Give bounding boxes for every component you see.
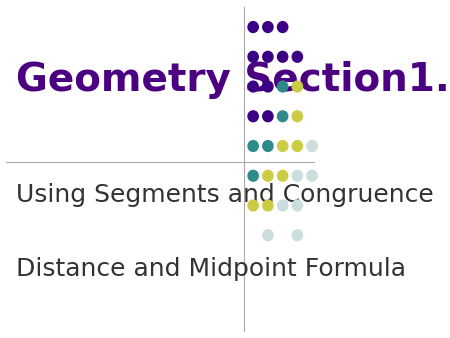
Circle shape	[248, 111, 258, 122]
Circle shape	[278, 22, 288, 32]
Circle shape	[292, 111, 302, 122]
Circle shape	[292, 81, 302, 92]
Circle shape	[263, 81, 273, 92]
Circle shape	[263, 111, 273, 122]
Circle shape	[278, 111, 288, 122]
Circle shape	[263, 200, 273, 211]
Circle shape	[248, 200, 258, 211]
Circle shape	[263, 230, 273, 241]
Text: Using Segments and Congruence: Using Segments and Congruence	[16, 183, 434, 207]
Circle shape	[292, 141, 302, 151]
Text: Distance and Midpoint Formula: Distance and Midpoint Formula	[16, 257, 406, 281]
Circle shape	[307, 141, 317, 151]
Circle shape	[263, 22, 273, 32]
Circle shape	[278, 141, 288, 151]
Circle shape	[278, 81, 288, 92]
Circle shape	[278, 51, 288, 62]
Circle shape	[263, 170, 273, 181]
Circle shape	[278, 200, 288, 211]
Circle shape	[248, 81, 258, 92]
Circle shape	[248, 22, 258, 32]
Circle shape	[248, 141, 258, 151]
Circle shape	[263, 51, 273, 62]
Text: Geometry Section1.3: Geometry Section1.3	[16, 61, 450, 99]
Circle shape	[292, 200, 302, 211]
Circle shape	[278, 170, 288, 181]
Circle shape	[263, 141, 273, 151]
Circle shape	[248, 170, 258, 181]
Circle shape	[307, 170, 317, 181]
Circle shape	[292, 230, 302, 241]
Circle shape	[292, 170, 302, 181]
Circle shape	[248, 51, 258, 62]
Circle shape	[292, 51, 302, 62]
